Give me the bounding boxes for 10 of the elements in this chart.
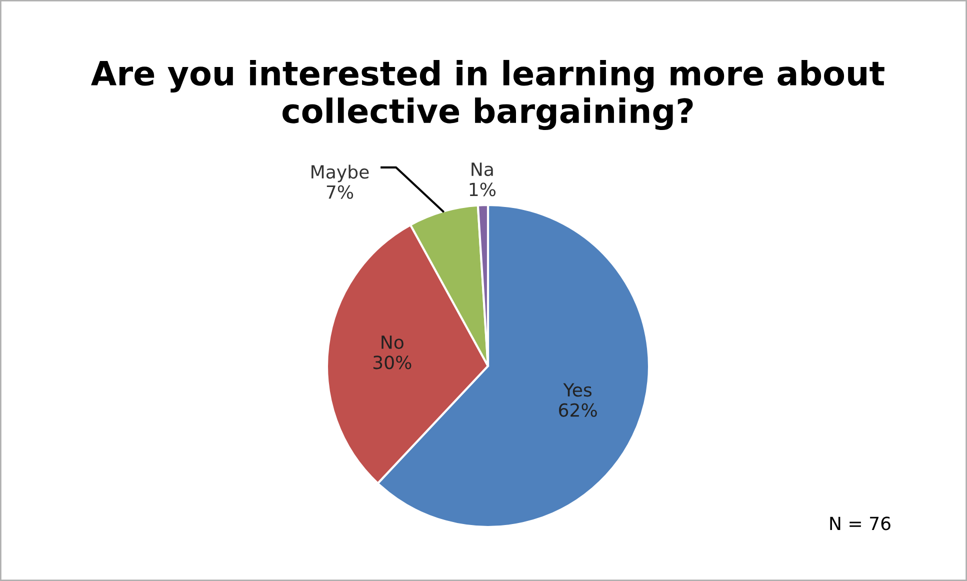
data-label: 62% bbox=[559, 403, 597, 417]
slice-label: Na bbox=[472, 162, 493, 176]
chart-title: Are you interested in learning more about collective bargaining? bbox=[91, 60, 884, 130]
text: N = 76 bbox=[830, 516, 890, 530]
data-label: 30% bbox=[373, 356, 412, 370]
slice-label: No bbox=[382, 336, 404, 350]
slice-label: Maybe bbox=[312, 164, 369, 182]
data-label: 7% bbox=[326, 185, 354, 199]
slice-label: Yes bbox=[563, 383, 592, 397]
data-label: 1% bbox=[470, 182, 496, 196]
